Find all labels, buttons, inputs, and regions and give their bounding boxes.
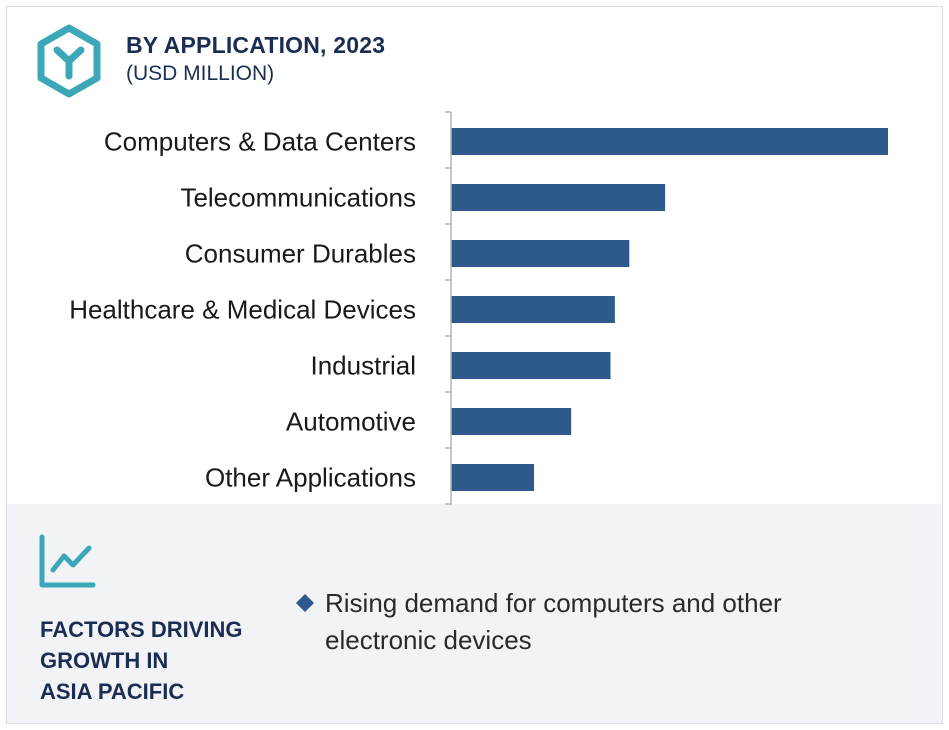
bar [451,296,615,323]
factor-item: Rising demand for computers and other el… [325,588,782,655]
bar [451,408,572,435]
chart-title: BY APPLICATION, 2023 [126,32,386,58]
factors-title-line: ASIA PACIFIC [40,679,185,704]
category-label: Telecommunications [180,183,416,213]
hexagon-y-icon [37,24,101,98]
category-label: Industrial [311,351,417,381]
category-label: Other Applications [205,463,416,493]
chart-subtitle: (USD MILLION) [126,62,275,85]
bar [451,240,630,267]
factors-title-line: GROWTH IN [40,648,169,673]
category-label: Computers & Data Centers [104,127,416,157]
bar [451,464,535,491]
diamond-bullet-icon [296,594,314,612]
factors-title: FACTORS DRIVING GROWTH IN ASIA PACIFIC [40,614,270,707]
factors-title-line: FACTORS DRIVING [40,617,243,642]
bar [451,352,611,379]
bar [451,128,888,155]
bar-chart: Computers & Data Centers Telecommunicatio… [69,111,888,505]
category-label: Automotive [286,407,416,437]
bar [451,184,666,211]
category-label: Healthcare & Medical Devices [69,295,416,325]
category-label: Consumer Durables [185,239,416,269]
factors-panel [7,504,942,723]
trend-chart-icon [39,534,96,588]
